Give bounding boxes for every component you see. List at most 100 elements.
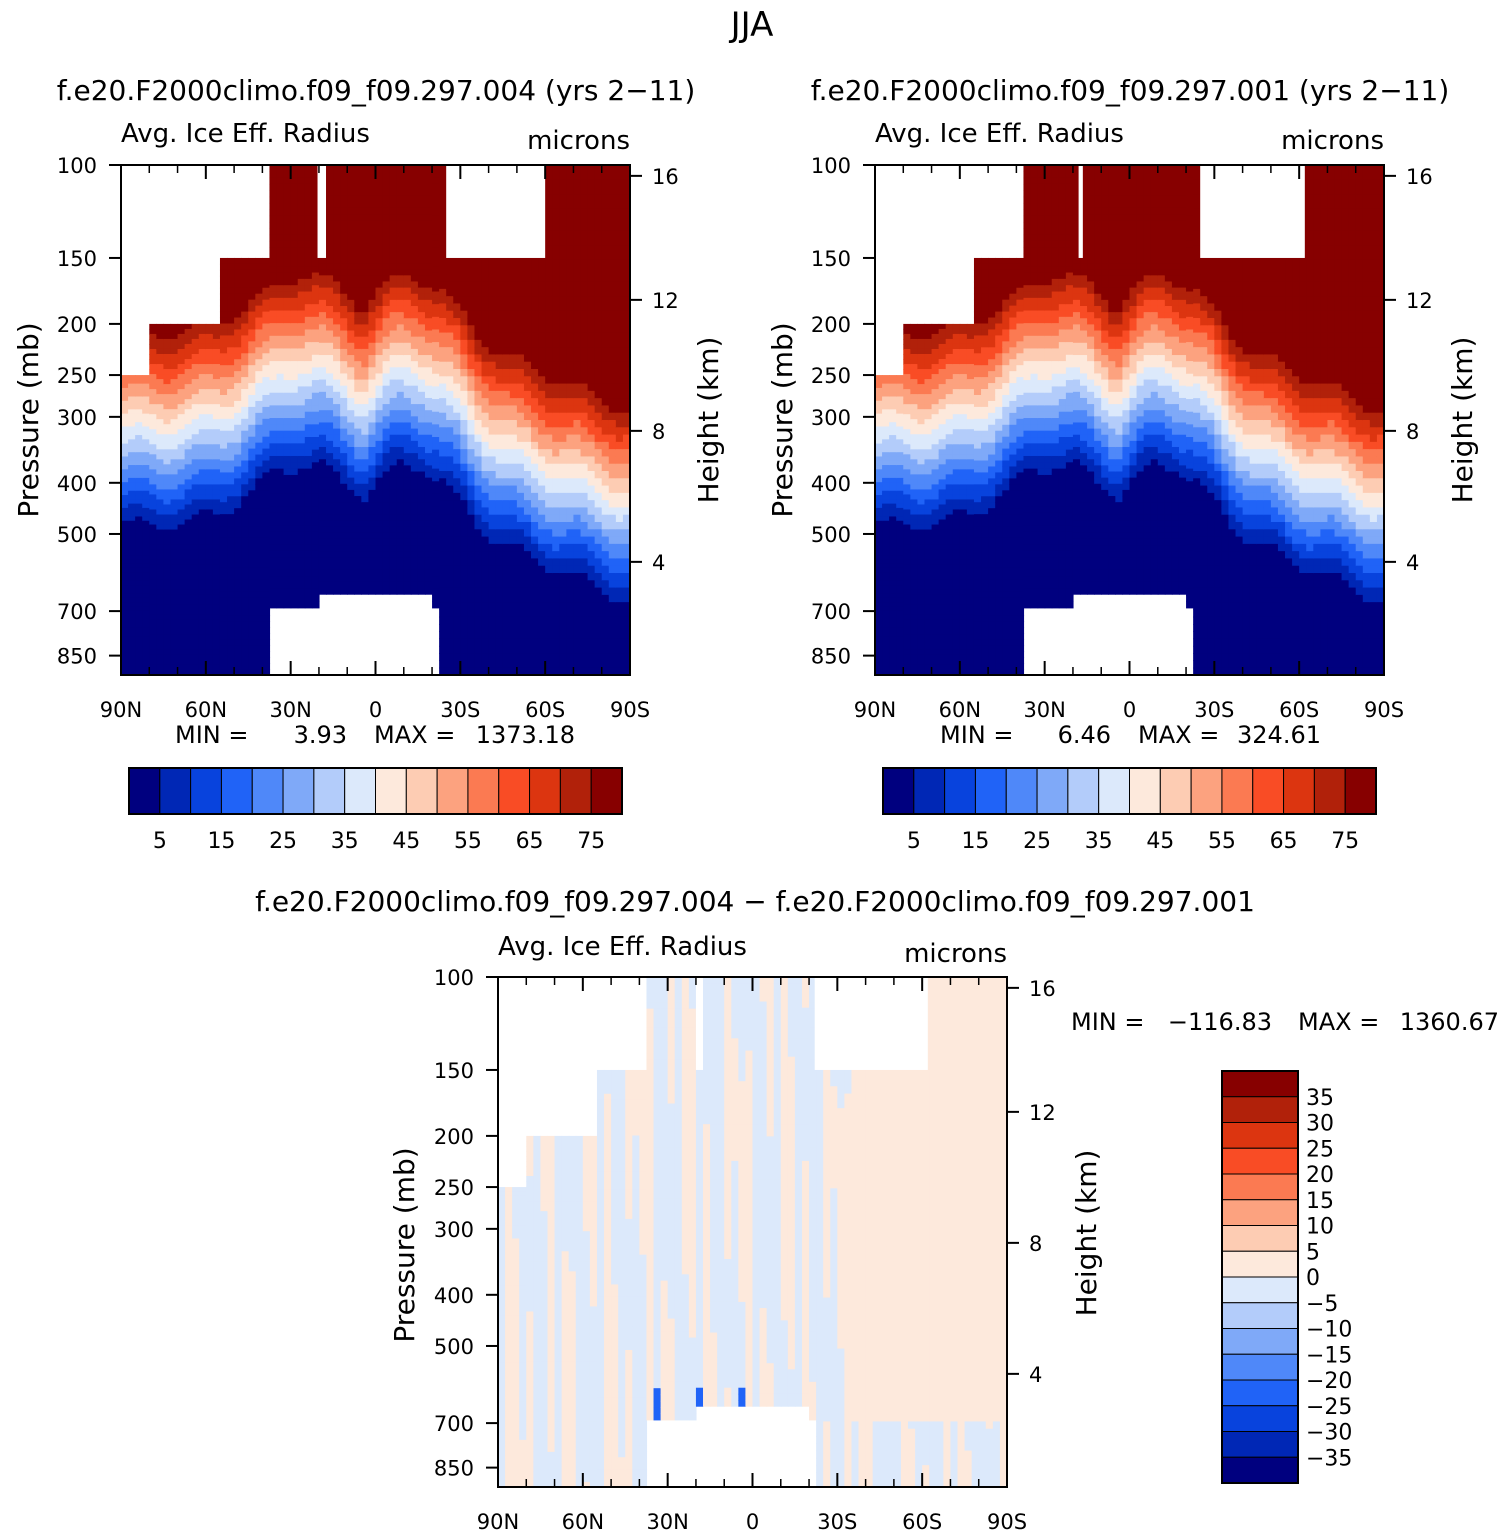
field-cell <box>375 532 384 540</box>
field-cell <box>516 645 525 654</box>
field-cell <box>439 616 447 625</box>
field-cell <box>566 281 575 290</box>
field-cell <box>389 299 398 307</box>
field-cell <box>241 293 249 301</box>
field-cell <box>502 602 511 611</box>
field-cell <box>262 418 271 426</box>
field-cell <box>615 310 624 319</box>
field-cell <box>531 369 539 377</box>
field-cell <box>234 394 242 402</box>
field-cell <box>410 318 419 325</box>
field-cell <box>347 342 355 350</box>
field-cell <box>601 237 610 246</box>
field-cell <box>255 639 263 646</box>
field-cell <box>552 216 560 224</box>
field-cell <box>234 567 242 575</box>
field-cell <box>453 507 461 516</box>
field-cell <box>149 328 157 335</box>
field-cell <box>347 189 355 197</box>
field-cell <box>142 529 150 535</box>
field-cell <box>424 477 433 485</box>
field-cell <box>297 380 306 388</box>
field-cell <box>615 245 624 254</box>
field-cell <box>502 427 511 436</box>
field-cell <box>481 471 490 479</box>
field-cell <box>516 514 525 523</box>
field-cell <box>142 606 150 612</box>
field-cell <box>297 569 306 577</box>
field-cell <box>453 303 461 312</box>
field-cell <box>417 569 426 577</box>
field-cell <box>467 267 476 275</box>
field-cell <box>509 281 518 290</box>
field-cell <box>566 456 575 465</box>
field-cell <box>227 430 235 438</box>
field-cell <box>396 508 405 516</box>
field-cell <box>318 385 327 393</box>
field-cell <box>502 332 511 341</box>
field-cell <box>432 462 440 470</box>
field-cell <box>410 545 419 552</box>
field-cell <box>502 354 511 363</box>
field-cell <box>149 499 157 506</box>
field-cell <box>304 354 313 362</box>
field-cell <box>382 171 391 178</box>
field-cell <box>205 439 214 445</box>
field-cell <box>453 565 461 574</box>
field-cell <box>297 544 306 552</box>
field-cell <box>566 514 575 523</box>
field-cell <box>276 304 285 312</box>
field-cell <box>566 208 575 217</box>
field-cell <box>580 507 589 516</box>
field-cell <box>601 456 610 465</box>
field-cell <box>354 575 362 583</box>
field-cell <box>573 543 582 552</box>
field-cell <box>460 390 468 399</box>
field-cell <box>142 495 150 500</box>
field-cell <box>142 375 150 380</box>
field-cell <box>326 379 334 387</box>
field-cell <box>580 361 589 370</box>
field-cell <box>241 537 249 545</box>
field-cell <box>156 649 165 656</box>
field-cell <box>396 183 405 191</box>
field-cell <box>354 538 362 546</box>
field-cell <box>205 449 214 455</box>
field-cell <box>523 522 532 530</box>
field-cell <box>439 573 447 581</box>
field-cell <box>531 281 539 290</box>
field-cell <box>290 531 299 539</box>
field-cell <box>502 624 511 632</box>
field-cell <box>276 247 285 255</box>
field-cell <box>234 377 242 384</box>
field-cell <box>566 653 575 662</box>
field-cell <box>128 396 136 402</box>
field-cell <box>212 464 221 470</box>
field-cell <box>495 390 504 399</box>
field-cell <box>396 367 405 375</box>
field-cell <box>191 338 200 345</box>
field-cell <box>347 293 355 301</box>
field-cell <box>375 214 384 221</box>
field-cell <box>191 494 200 501</box>
field-cell <box>382 581 391 589</box>
field-cell <box>212 499 221 506</box>
field-cell <box>538 653 546 662</box>
field-cell <box>622 252 630 261</box>
field-cell <box>432 335 440 343</box>
field-cell <box>333 195 341 203</box>
field-cell <box>212 434 221 440</box>
field-cell <box>255 603 263 611</box>
field-cell <box>516 653 525 662</box>
field-cell <box>382 256 391 264</box>
field-cell <box>403 348 412 356</box>
field-cell <box>446 347 454 356</box>
field-cell <box>198 509 207 516</box>
field-cell <box>177 333 186 340</box>
field-cell <box>375 385 384 393</box>
field-cell <box>283 563 292 571</box>
field-cell <box>269 215 278 223</box>
field-cell <box>488 427 497 436</box>
field-cell <box>587 390 596 399</box>
field-cell <box>354 471 362 479</box>
